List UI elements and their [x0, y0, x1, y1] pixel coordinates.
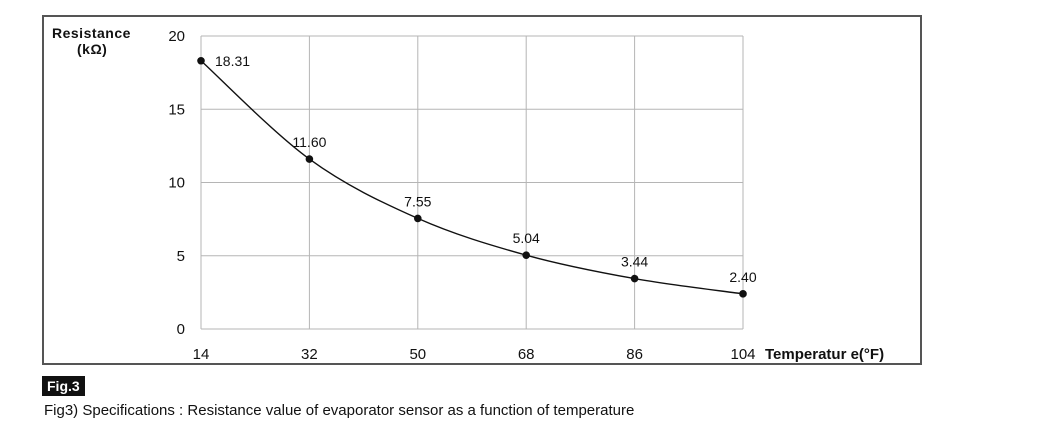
data-point [305, 155, 314, 163]
y-axis-label-line2: (kΩ) [77, 41, 108, 57]
chart-frame: Resistance (kΩ) 0 5 10 15 20 14 32 50 68 86 104 Tem… [42, 15, 922, 365]
data-point [739, 290, 747, 298]
data-label: 7.55 [404, 193, 431, 209]
x-tick-label: 86 [626, 346, 643, 363]
resistance-curve [200, 60, 744, 295]
data-label: 5.04 [513, 230, 540, 246]
y-axis-label-line1: Resistance [52, 25, 131, 41]
x-axis-label: Temperatur e(°F) [765, 346, 884, 363]
data-point [197, 56, 205, 65]
figure-tag: Fig.3 [42, 376, 85, 396]
y-tick-label: 5 [177, 248, 185, 265]
data-label: 11.60 [292, 134, 326, 150]
data-point [630, 274, 639, 283]
data-label: 2.40 [729, 269, 756, 285]
y-tick-label: 15 [168, 101, 185, 118]
x-tick-label: 68 [518, 346, 535, 363]
data-point [414, 214, 422, 223]
figure-caption: Fig3) Specifications : Resistance value … [44, 402, 635, 419]
data-label: 3.44 [621, 254, 648, 270]
x-tick-label: 104 [730, 346, 755, 363]
y-tick-label: 20 [168, 28, 185, 45]
data-label: 18.31 [215, 53, 250, 69]
data-point [522, 251, 530, 259]
resistance-chart: 0 5 10 15 20 14 32 50 68 86 104 Temperatur e(°F) 18.… [168, 28, 884, 363]
y-tick-label: 10 [168, 175, 185, 192]
x-tick-label: 50 [409, 346, 426, 363]
x-tick-label: 14 [193, 346, 210, 363]
y-tick-label: 0 [177, 321, 185, 338]
x-tick-label: 32 [301, 346, 318, 363]
